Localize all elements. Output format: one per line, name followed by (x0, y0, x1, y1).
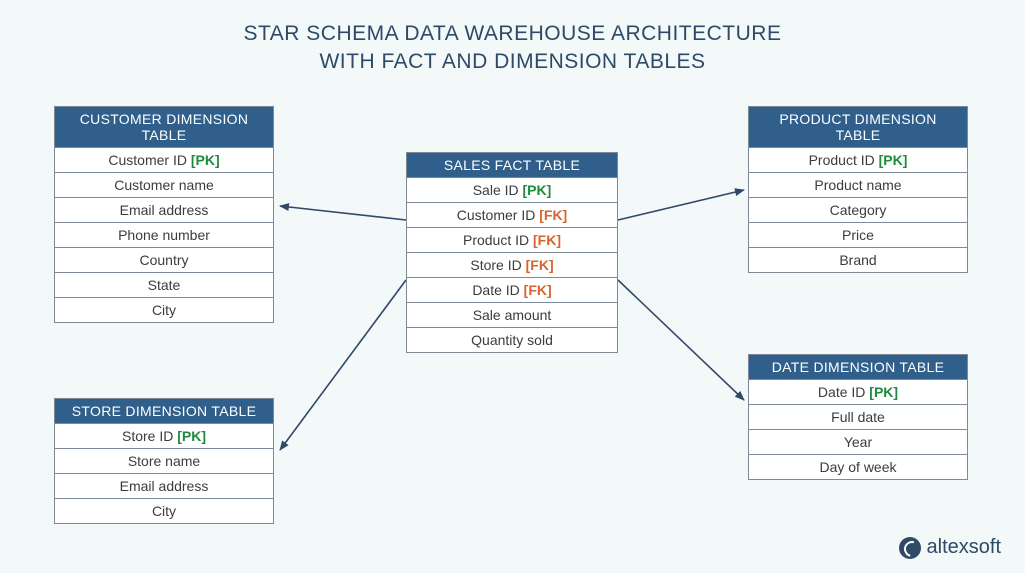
sales-field: Customer ID [FK] (407, 203, 617, 228)
date-table-header: DATE DIMENSION TABLE (749, 355, 967, 380)
product-field: Product ID [PK] (749, 148, 967, 173)
relationship-arrow (280, 206, 406, 220)
date-field: Day of week (749, 455, 967, 479)
primary-key-badge: [PK] (177, 428, 206, 444)
brand-logo: altexsoft (899, 536, 1001, 559)
field-name: Date ID (818, 384, 865, 400)
field-name: City (152, 503, 176, 519)
field-name: Email address (120, 478, 209, 494)
field-name: Store name (128, 453, 200, 469)
store-table: STORE DIMENSION TABLEStore ID [PK]Store … (54, 398, 274, 524)
product-table-header: PRODUCT DIMENSION TABLE (749, 107, 967, 148)
field-name: Product ID (463, 232, 529, 248)
sales-field: Sale ID [PK] (407, 178, 617, 203)
field-name: Brand (839, 252, 876, 268)
customer-table-header: CUSTOMER DIMENSION TABLE (55, 107, 273, 148)
brand-logo-icon (899, 537, 921, 559)
sales-field: Store ID [FK] (407, 253, 617, 278)
store-field: Email address (55, 474, 273, 499)
sales-field: Product ID [FK] (407, 228, 617, 253)
customer-field: Country (55, 248, 273, 273)
foreign-key-badge: [FK] (533, 232, 561, 248)
relationship-arrow (280, 280, 406, 450)
field-name: Customer ID (108, 152, 187, 168)
store-field: Store name (55, 449, 273, 474)
sales-table-header: SALES FACT TABLE (407, 153, 617, 178)
field-name: Country (139, 252, 188, 268)
field-name: Price (842, 227, 874, 243)
date-field: Date ID [PK] (749, 380, 967, 405)
field-name: Year (844, 434, 872, 450)
foreign-key-badge: [FK] (524, 282, 552, 298)
field-name: State (148, 277, 181, 293)
store-table-header: STORE DIMENSION TABLE (55, 399, 273, 424)
relationship-arrow (618, 190, 744, 220)
field-name: Customer name (114, 177, 214, 193)
title-line-2: WITH FACT AND DIMENSION TABLES (319, 50, 705, 73)
field-name: City (152, 302, 176, 318)
foreign-key-badge: [FK] (539, 207, 567, 223)
date-field: Year (749, 430, 967, 455)
field-name: Category (830, 202, 887, 218)
sales-field: Sale amount (407, 303, 617, 328)
field-name: Sale ID (473, 182, 519, 198)
field-name: Phone number (118, 227, 210, 243)
field-name: Sale amount (473, 307, 552, 323)
field-name: Day of week (819, 459, 896, 475)
field-name: Email address (120, 202, 209, 218)
store-field: City (55, 499, 273, 523)
customer-field: State (55, 273, 273, 298)
store-field: Store ID [PK] (55, 424, 273, 449)
field-name: Store ID (470, 257, 521, 273)
primary-key-badge: [PK] (869, 384, 898, 400)
sales-table: SALES FACT TABLESale ID [PK]Customer ID … (406, 152, 618, 353)
field-name: Product name (814, 177, 901, 193)
date-table: DATE DIMENSION TABLEDate ID [PK]Full dat… (748, 354, 968, 480)
product-field: Brand (749, 248, 967, 272)
field-name: Customer ID (457, 207, 536, 223)
field-name: Quantity sold (471, 332, 553, 348)
brand-logo-text: altexsoft (927, 536, 1001, 559)
customer-field: Phone number (55, 223, 273, 248)
foreign-key-badge: [FK] (526, 257, 554, 273)
field-name: Store ID (122, 428, 173, 444)
primary-key-badge: [PK] (523, 182, 552, 198)
product-table: PRODUCT DIMENSION TABLEProduct ID [PK]Pr… (748, 106, 968, 273)
customer-table: CUSTOMER DIMENSION TABLECustomer ID [PK]… (54, 106, 274, 323)
product-field: Category (749, 198, 967, 223)
field-name: Product ID (809, 152, 875, 168)
customer-field: Email address (55, 198, 273, 223)
primary-key-badge: [PK] (191, 152, 220, 168)
title-line-1: STAR SCHEMA DATA WAREHOUSE ARCHITECTURE (244, 22, 782, 45)
date-field: Full date (749, 405, 967, 430)
relationship-arrow (618, 280, 744, 400)
diagram-title: STAR SCHEMA DATA WAREHOUSE ARCHITECTURE … (0, 20, 1025, 77)
field-name: Full date (831, 409, 885, 425)
customer-field: Customer ID [PK] (55, 148, 273, 173)
product-field: Product name (749, 173, 967, 198)
sales-field: Quantity sold (407, 328, 617, 352)
product-field: Price (749, 223, 967, 248)
field-name: Date ID (472, 282, 519, 298)
customer-field: Customer name (55, 173, 273, 198)
sales-field: Date ID [FK] (407, 278, 617, 303)
primary-key-badge: [PK] (879, 152, 908, 168)
customer-field: City (55, 298, 273, 322)
